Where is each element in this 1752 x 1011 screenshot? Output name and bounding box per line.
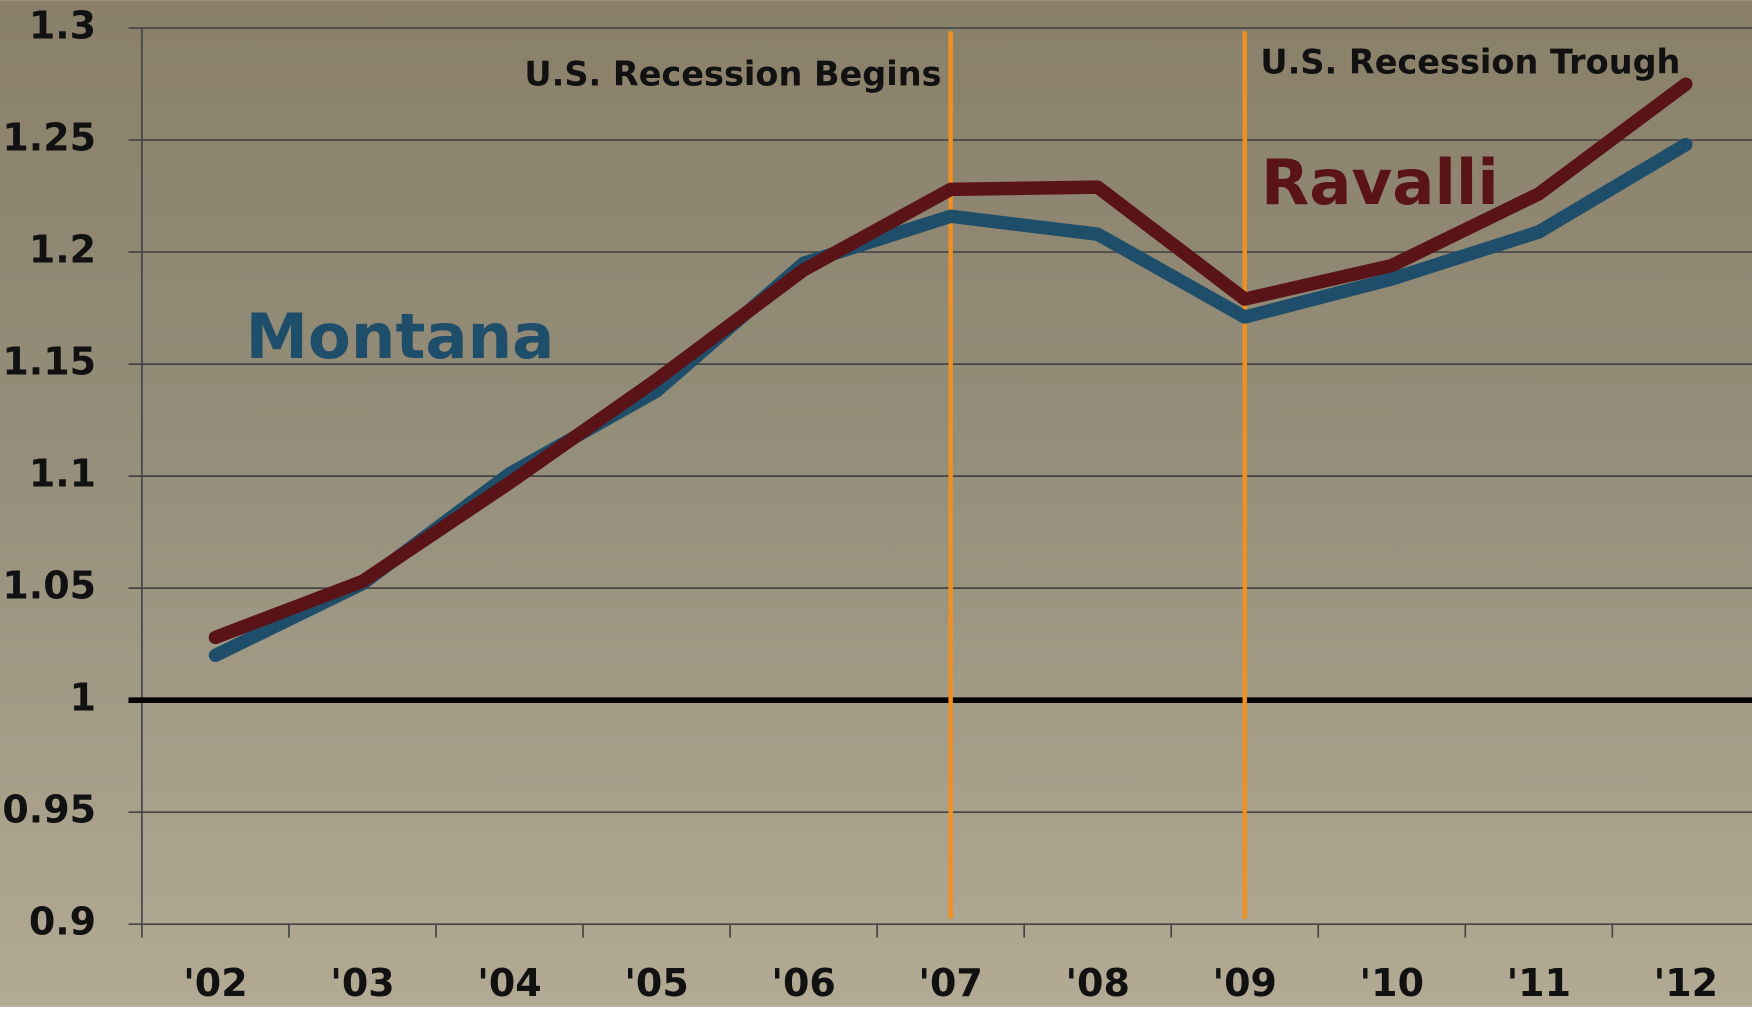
x-tick-label: '05 [624,961,688,1005]
x-tick-label: '02 [183,961,247,1005]
y-tick-label: 1.1 [29,452,96,496]
chart: 0.9 0.95 1 1.05 1.1 1.15 1.2 1.25 1.3 '02 '03 '04 '0… [0,0,1752,1007]
series-label: Ravalli [1261,146,1499,219]
annotation: U.S. Recession Begins [524,55,941,94]
x-tick-label: '10 [1360,961,1424,1005]
x-tick-label: '06 [771,961,835,1005]
x-tick-label: '12 [1654,961,1718,1005]
x-tick-label: '04 [477,961,541,1005]
series-label: Montana [246,300,555,373]
y-tick-label: 1.3 [29,4,96,48]
y-tick-label: 0.9 [29,900,96,944]
x-tick-label: '09 [1212,961,1276,1005]
y-tick-label: 1.25 [2,116,96,160]
y-tick-label: 1.05 [2,564,96,608]
x-tick-label: '11 [1507,961,1571,1005]
x-tick-label: '03 [330,961,394,1005]
y-tick-label: 0.95 [2,788,96,832]
annotation: U.S. Recession Trough [1260,42,1680,81]
y-tick-label: 1 [70,676,96,720]
y-tick-label: 1.2 [29,228,96,272]
x-tick-label: '08 [1065,961,1129,1005]
x-tick-label: '07 [918,961,982,1005]
y-tick-label: 1.15 [2,340,96,384]
